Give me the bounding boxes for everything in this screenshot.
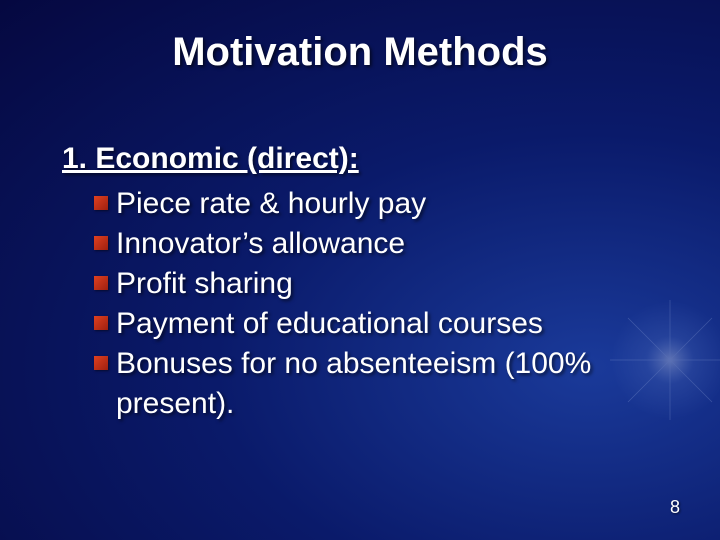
bullet-item: Bonuses for no absenteeism (100% present… [80, 344, 680, 424]
bullet-text: Profit sharing [116, 267, 293, 300]
bullet-list: Piece rate & hourly pay Innovator’s allow… [80, 184, 680, 424]
bullet-marker-icon [94, 276, 108, 290]
bullet-item: Innovator’s allowance [80, 224, 680, 264]
slide: Motivation Methods 1. Economic (direct):… [0, 0, 720, 540]
bullet-item: Piece rate & hourly pay [80, 184, 680, 224]
bullet-marker-icon [94, 316, 108, 330]
bullet-marker-icon [94, 236, 108, 250]
bullet-marker-icon [94, 196, 108, 210]
page-number: 8 [670, 497, 680, 518]
bullet-text: Innovator’s allowance [116, 227, 405, 260]
slide-title: Motivation Methods [0, 30, 720, 75]
bullet-text: Bonuses for no absenteeism (100% present… [116, 347, 591, 420]
section-heading: 1. Economic (direct): [62, 142, 359, 176]
bullet-text: Piece rate & hourly pay [116, 187, 426, 220]
bullet-item: Profit sharing [80, 264, 680, 304]
bullet-text: Payment of educational courses [116, 307, 543, 340]
bullet-item: Payment of educational courses [80, 304, 680, 344]
bullet-marker-icon [94, 356, 108, 370]
